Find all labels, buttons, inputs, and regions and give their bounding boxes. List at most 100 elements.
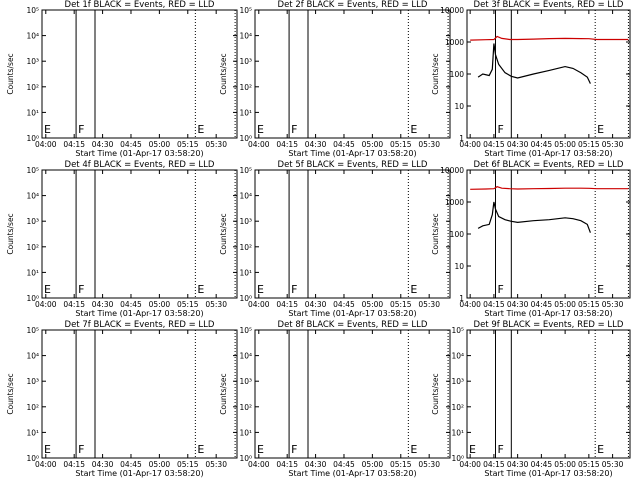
x-tick-label: 04:45 — [531, 140, 553, 149]
plot-frame — [41, 329, 238, 459]
panel-title: Det 6f BLACK = Events, RED = LLD — [474, 160, 624, 170]
x-tick-label: 04:30 — [507, 460, 529, 469]
y-tick-label: 10⁴ — [26, 192, 39, 201]
y-tick-label: 10⁰ — [451, 454, 464, 463]
lld-series-line — [470, 35, 629, 41]
marker-label: E — [597, 283, 604, 296]
x-tick-label: 04:00 — [248, 460, 270, 469]
y-tick-label: 10⁰ — [26, 294, 39, 303]
x-tick-label: 04:15 — [483, 300, 505, 309]
detector-panel-8: Det 8f BLACK = Events, RED = LLD 10⁰ 10¹ 10… — [219, 320, 451, 478]
x-tick-label: 05:00 — [554, 140, 576, 149]
y-tick-label: 10⁵ — [239, 166, 252, 175]
x-tick-label: 05:15 — [390, 140, 412, 149]
panel-title: Det 4f BLACK = Events, RED = LLD — [65, 160, 215, 170]
panel-title: Det 2f BLACK = Events, RED = LLD — [278, 0, 428, 10]
x-tick-label: 04:30 — [305, 140, 327, 149]
marker-label: E — [410, 123, 417, 136]
y-tick-label: 10¹ — [239, 428, 252, 437]
y-axis-label: Counts/sec — [6, 53, 15, 94]
detector-panel-5: Det 5f BLACK = Events, RED = LLD 10⁰ 10¹ 10… — [219, 160, 451, 318]
y-tick-label: 10⁵ — [26, 6, 39, 15]
x-axis-label: Start Time (01-Apr-17 03:58:20) — [484, 149, 612, 158]
x-tick-label: 05:30 — [418, 140, 440, 149]
x-tick-label: 04:45 — [120, 140, 142, 149]
x-tick-label: 04:45 — [333, 300, 355, 309]
y-tick-label: 10¹ — [26, 428, 39, 437]
x-tick-label: 04:15 — [276, 140, 298, 149]
x-tick-label: 04:45 — [120, 300, 142, 309]
plot-frame — [466, 329, 631, 459]
marker-label: E — [197, 283, 204, 296]
y-tick-label: 10³ — [239, 57, 252, 66]
lld-series-line — [470, 186, 629, 190]
detector-panel-4: Det 4f BLACK = Events, RED = LLD 10⁰ 10¹ 10… — [6, 160, 238, 318]
x-tick-label: 04:30 — [305, 300, 327, 309]
y-axis-label: Counts/sec — [431, 213, 440, 254]
y-tick-label: 10⁵ — [451, 326, 464, 335]
marker-label: E — [197, 443, 204, 456]
x-tick-label: 04:00 — [35, 300, 57, 309]
x-tick-label: 04:00 — [459, 140, 481, 149]
x-tick-label: 05:15 — [578, 300, 600, 309]
marker-label: E — [410, 443, 417, 456]
marker-label: E — [469, 443, 476, 456]
y-tick-label: 10⁵ — [239, 6, 252, 15]
detector-panel-3: Det 3f BLACK = Events, RED = LLD 1 10 100 10… — [431, 0, 631, 158]
x-tick-label: 05:30 — [602, 460, 624, 469]
panel-title: Det 8f BLACK = Events, RED = LLD — [278, 320, 428, 330]
detector-panel-9: Det 9f BLACK = Events, RED = LLD 10⁰ 10¹ 10… — [431, 320, 631, 478]
x-tick-label: 04:30 — [305, 460, 327, 469]
marker-label: F — [497, 123, 503, 136]
plot-frame — [254, 329, 451, 459]
x-tick-label: 05:15 — [578, 460, 600, 469]
x-tick-label: 05:00 — [554, 300, 576, 309]
x-axis-label: Start Time (01-Apr-17 03:58:20) — [484, 469, 612, 478]
y-tick-label: 10¹ — [26, 268, 39, 277]
marker-label: F — [291, 443, 297, 456]
x-tick-label: 05:30 — [418, 300, 440, 309]
x-axis-label: Start Time (01-Apr-17 03:58:20) — [75, 469, 203, 478]
marker-label: E — [44, 283, 51, 296]
y-tick-label: 10¹ — [451, 428, 464, 437]
y-tick-label: 10¹ — [26, 108, 39, 117]
y-tick-label: 10⁰ — [239, 134, 252, 143]
x-tick-label: 04:45 — [531, 300, 553, 309]
y-tick-label: 10⁰ — [26, 134, 39, 143]
marker-label: F — [291, 283, 297, 296]
marker-label: F — [497, 443, 503, 456]
y-tick-label: 10 — [454, 262, 464, 271]
x-tick-label: 04:30 — [507, 140, 529, 149]
x-tick-label: 04:45 — [333, 140, 355, 149]
x-tick-label: 04:30 — [92, 300, 114, 309]
panel-title: Det 3f BLACK = Events, RED = LLD — [474, 0, 624, 10]
x-tick-label: 05:00 — [149, 300, 171, 309]
y-tick-label: 10¹ — [239, 268, 252, 277]
x-tick-label: 05:15 — [390, 460, 412, 469]
x-tick-label: 05:15 — [177, 460, 199, 469]
x-tick-label: 05:00 — [149, 140, 171, 149]
x-tick-label: 04:45 — [333, 460, 355, 469]
plot-frame — [254, 9, 451, 139]
y-tick-label: 1000 — [445, 38, 464, 47]
marker-label: E — [197, 123, 204, 136]
detector-panel-7: Det 7f BLACK = Events, RED = LLD 10⁰ 10¹ 10… — [6, 320, 238, 478]
y-tick-label: 10² — [239, 83, 252, 92]
x-tick-label: 04:00 — [248, 140, 270, 149]
y-tick-label: 10⁴ — [239, 32, 252, 41]
x-axis-label: Start Time (01-Apr-17 03:58:20) — [75, 149, 203, 158]
y-tick-label: 10¹ — [239, 108, 252, 117]
marker-label: E — [44, 123, 51, 136]
y-tick-label: 10³ — [239, 217, 252, 226]
marker-label: E — [257, 283, 264, 296]
y-tick-label: 10⁵ — [26, 326, 39, 335]
y-tick-label: 1 — [459, 294, 464, 303]
x-tick-label: 04:00 — [248, 300, 270, 309]
y-tick-label: 10³ — [26, 57, 39, 66]
y-tick-label: 1 — [459, 134, 464, 143]
detector-panel-1: Det 1f BLACK = Events, RED = LLD 10⁰ 10¹ 10… — [6, 0, 238, 158]
x-tick-label: 05:30 — [602, 140, 624, 149]
y-tick-label: 10⁴ — [239, 352, 252, 361]
y-tick-label: 10² — [451, 403, 464, 412]
y-tick-label: 10⁴ — [239, 192, 252, 201]
